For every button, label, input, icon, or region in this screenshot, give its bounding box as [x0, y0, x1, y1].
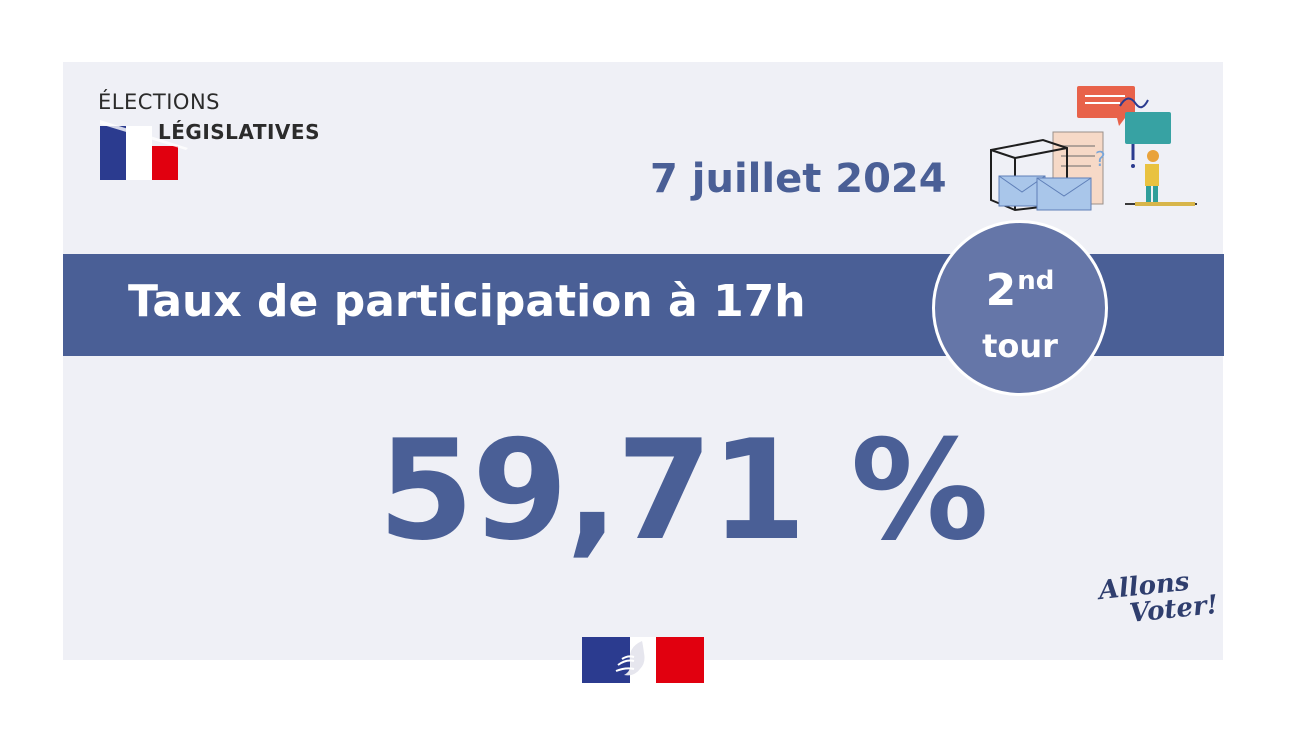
round-number: 2nd [935, 259, 1105, 313]
round-word: tour [982, 327, 1058, 365]
round-number-suffix: nd [1017, 266, 1055, 296]
logo-line-legislatives: LÉGISLATIVES [158, 120, 320, 144]
election-date: 7 juillet 2024 [650, 156, 947, 202]
allons-voter-slogan: Allons Voter! [1097, 566, 1219, 630]
round-badge: 2nd tour [932, 220, 1108, 396]
participation-rate: 59,71 % [378, 410, 989, 571]
marianne-logo-icon [582, 637, 704, 683]
voting-illustration-icon: ? [990, 86, 1197, 212]
banner-title: Taux de participation à 17h [128, 276, 806, 327]
svg-text:?: ? [1095, 147, 1106, 171]
logo-line-elections: ÉLECTIONS [98, 90, 220, 114]
french-flag-icon [100, 120, 188, 180]
round-number-value: 2 [985, 265, 1017, 316]
elections-logo: ÉLECTIONS LÉGISLATIVES [98, 90, 348, 190]
